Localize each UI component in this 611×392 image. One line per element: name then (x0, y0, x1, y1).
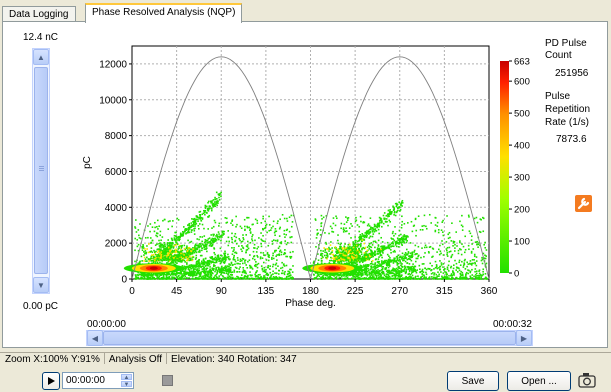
peak-clusters (123, 263, 363, 274)
pulse-count-value: 251956 (555, 68, 589, 79)
colorbar-tick-label: 663 (514, 57, 530, 68)
vertical-scale-scrollbar[interactable]: ▲ ▼ (32, 48, 50, 294)
chevron-up-icon[interactable]: ▲ (33, 49, 49, 65)
play-icon (48, 377, 55, 385)
x-tick-label: 90 (216, 286, 228, 297)
x-tick-label: 315 (436, 286, 453, 297)
y-tick-label: 8000 (105, 131, 128, 142)
timeline-scrollbar[interactable]: ◀ ▶ (86, 330, 533, 346)
rep-rate-label: Pulse Repetition Rate (1/s) (545, 91, 591, 128)
tab-phase-resolved-analysis[interactable]: Phase Resolved Analysis (NQP) (85, 3, 243, 23)
colorbar-tick-label: 100 (514, 237, 530, 248)
x-tick-label: 45 (171, 286, 183, 297)
analysis-status: Analysis Off (108, 354, 163, 365)
y-tick-label: 0 (121, 275, 127, 286)
camera-icon[interactable] (578, 372, 596, 391)
pulse-count-label: PD Pulse Count (545, 38, 587, 61)
timeline-start: 00:00:00 (87, 319, 126, 330)
tab-strip: Data Logging Phase Resolved Analysis (NQ… (0, 0, 611, 23)
playback-bar: 00:00:00 ▲ ▼ Save Open ... (0, 369, 611, 392)
rep-rate-value: 7873.6 (556, 134, 587, 145)
y-axis-label: pC (82, 156, 93, 169)
colorbar-tick-label: 400 (514, 141, 530, 152)
open-button[interactable]: Open ... (507, 371, 571, 391)
chevron-left-icon[interactable]: ◀ (87, 330, 103, 346)
time-value: 00:00:00 (66, 375, 105, 386)
y-tick-label: 12000 (99, 59, 127, 70)
play-button[interactable] (42, 372, 60, 390)
tab-data-logging[interactable]: Data Logging (2, 6, 76, 22)
colorbar-tick-label: 0 (514, 269, 519, 280)
timeline-scroll-thumb[interactable] (103, 331, 516, 345)
chevron-right-icon[interactable]: ▶ (516, 330, 532, 346)
save-button[interactable]: Save (447, 371, 499, 391)
y-tick-label: 2000 (105, 239, 128, 250)
time-stepper[interactable]: ▲ ▼ (121, 374, 132, 388)
x-tick-label: 360 (481, 286, 498, 297)
chevron-down-icon[interactable]: ▼ (33, 277, 49, 293)
colorbar-tick-label: 200 (514, 205, 530, 216)
x-axis-label: Phase deg. (285, 298, 336, 309)
scale-bottom-label: 0.00 pC (23, 301, 59, 312)
stop-icon[interactable] (162, 375, 173, 386)
x-tick-label: 270 (391, 286, 408, 297)
view-status: Elevation: 340 Rotation: 347 (171, 354, 297, 365)
colorbar-tick-label: 300 (514, 173, 530, 184)
zoom-status: Zoom X:100% Y:91% (5, 354, 100, 365)
y-tick-label: 6000 (105, 167, 128, 178)
colorbar (500, 61, 509, 273)
colorbar-tick-label: 600 (514, 77, 530, 88)
y-tick-label: 4000 (105, 203, 128, 214)
y-tick-label: 10000 (99, 95, 127, 106)
time-input[interactable]: 00:00:00 ▲ ▼ (62, 372, 134, 389)
wrench-icon[interactable] (575, 195, 592, 212)
x-tick-label: 180 (302, 286, 319, 297)
scale-top-label: 12.4 nC (23, 32, 59, 43)
x-tick-label: 135 (258, 286, 275, 297)
status-bar: Zoom X:100% Y:91% Analysis Off Elevation: … (0, 352, 611, 368)
phase-resolved-chart[interactable]: 0 45 90 135 180 225 270 315 36002000400060008000… (82, 40, 542, 317)
colorbar-tick-label: 500 (514, 109, 530, 120)
x-tick-label: 0 (129, 286, 135, 297)
x-tick-label: 225 (347, 286, 364, 297)
vertical-scroll-thumb[interactable] (34, 67, 48, 274)
timeline-end: 00:00:32 (493, 319, 532, 330)
